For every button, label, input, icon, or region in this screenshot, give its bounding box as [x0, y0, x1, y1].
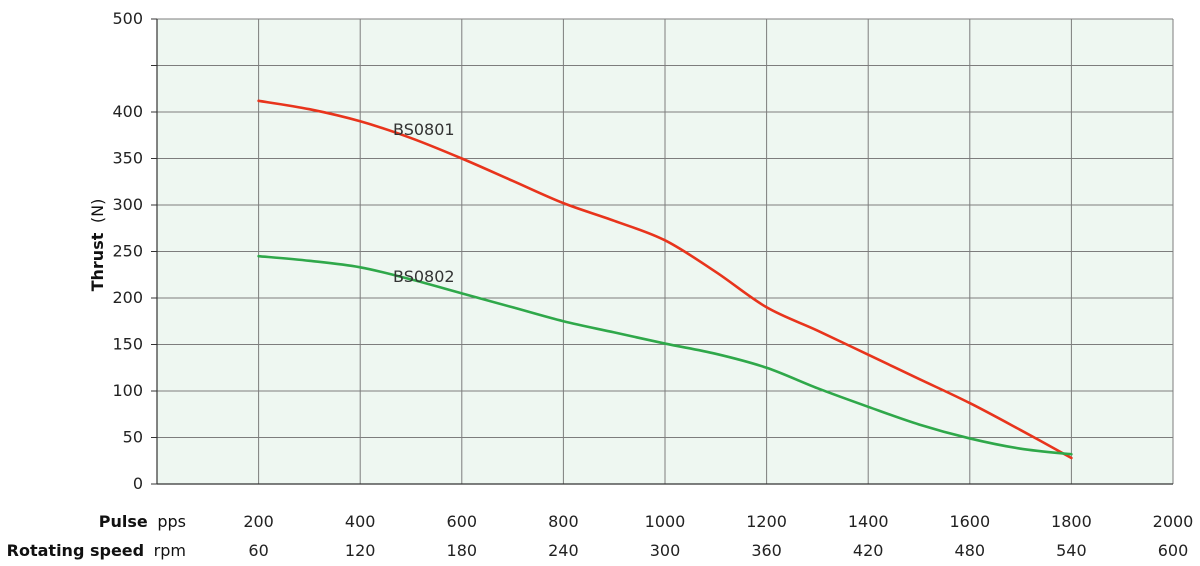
y-tick-label-200: 200	[112, 288, 143, 307]
y-tick-label-300: 300	[112, 195, 143, 214]
y-axis-title: Thrust (N)	[88, 199, 107, 292]
y-tick-label-350: 350	[112, 149, 143, 168]
series-lines	[257, 99, 1073, 460]
speed-tick-60: 60	[248, 541, 268, 560]
y-tick-label-500: 500	[112, 9, 143, 28]
x-tick-labels: 200 400 600 800 1000 1200 1400 1600 1800 2000 60 12…	[243, 512, 1193, 560]
pulse-label: Pulse	[99, 512, 148, 531]
speed-tick-300: 300	[650, 541, 681, 560]
pulse-tick-800: 800	[548, 512, 579, 531]
pulse-tick-400: 400	[345, 512, 376, 531]
speed-tick-120: 120	[345, 541, 376, 560]
pulse-unit: pps	[157, 512, 186, 531]
speed-tick-360: 360	[751, 541, 782, 560]
y-tick-label-50: 50	[123, 428, 143, 447]
y-tick-label-100: 100	[112, 381, 143, 400]
speed-tick-480: 480	[955, 541, 986, 560]
speed-tick-540: 540	[1056, 541, 1087, 560]
speed-unit: rpm	[154, 541, 186, 560]
y-tick-label-250: 250	[112, 242, 143, 261]
pulse-tick-2000: 2000	[1153, 512, 1194, 531]
y-axis-label: Thrust	[88, 232, 107, 291]
y-tick-labels: 0 50 100 150 200 250 300 350 400 500	[112, 9, 143, 493]
speed-tick-420: 420	[853, 541, 884, 560]
series-line-bs0802	[257, 254, 1073, 456]
speed-tick-240: 240	[548, 541, 579, 560]
speed-label: Rotating speed	[7, 541, 144, 560]
series-label-bs0801: BS0801	[393, 120, 455, 139]
x-axis-speed-title: Rotating speed rpm	[7, 541, 186, 560]
x-axis-pulse-title: Pulse pps	[99, 512, 186, 531]
pulse-tick-1600: 1600	[949, 512, 990, 531]
speed-tick-180: 180	[447, 541, 478, 560]
pulse-tick-1200: 1200	[746, 512, 787, 531]
y-tick-label-0: 0	[133, 474, 143, 493]
pulse-tick-200: 200	[243, 512, 274, 531]
series-line-bs0801	[257, 99, 1073, 460]
y-tick-label-400: 400	[112, 102, 143, 121]
pulse-tick-1400: 1400	[848, 512, 889, 531]
pulse-tick-1000: 1000	[645, 512, 686, 531]
y-tick-label-150: 150	[112, 335, 143, 354]
y-axis-unit: (N)	[88, 199, 107, 223]
pulse-tick-600: 600	[447, 512, 478, 531]
pulse-tick-1800: 1800	[1051, 512, 1092, 531]
speed-tick-600: 600	[1158, 541, 1189, 560]
series-label-bs0802: BS0802	[393, 267, 455, 286]
